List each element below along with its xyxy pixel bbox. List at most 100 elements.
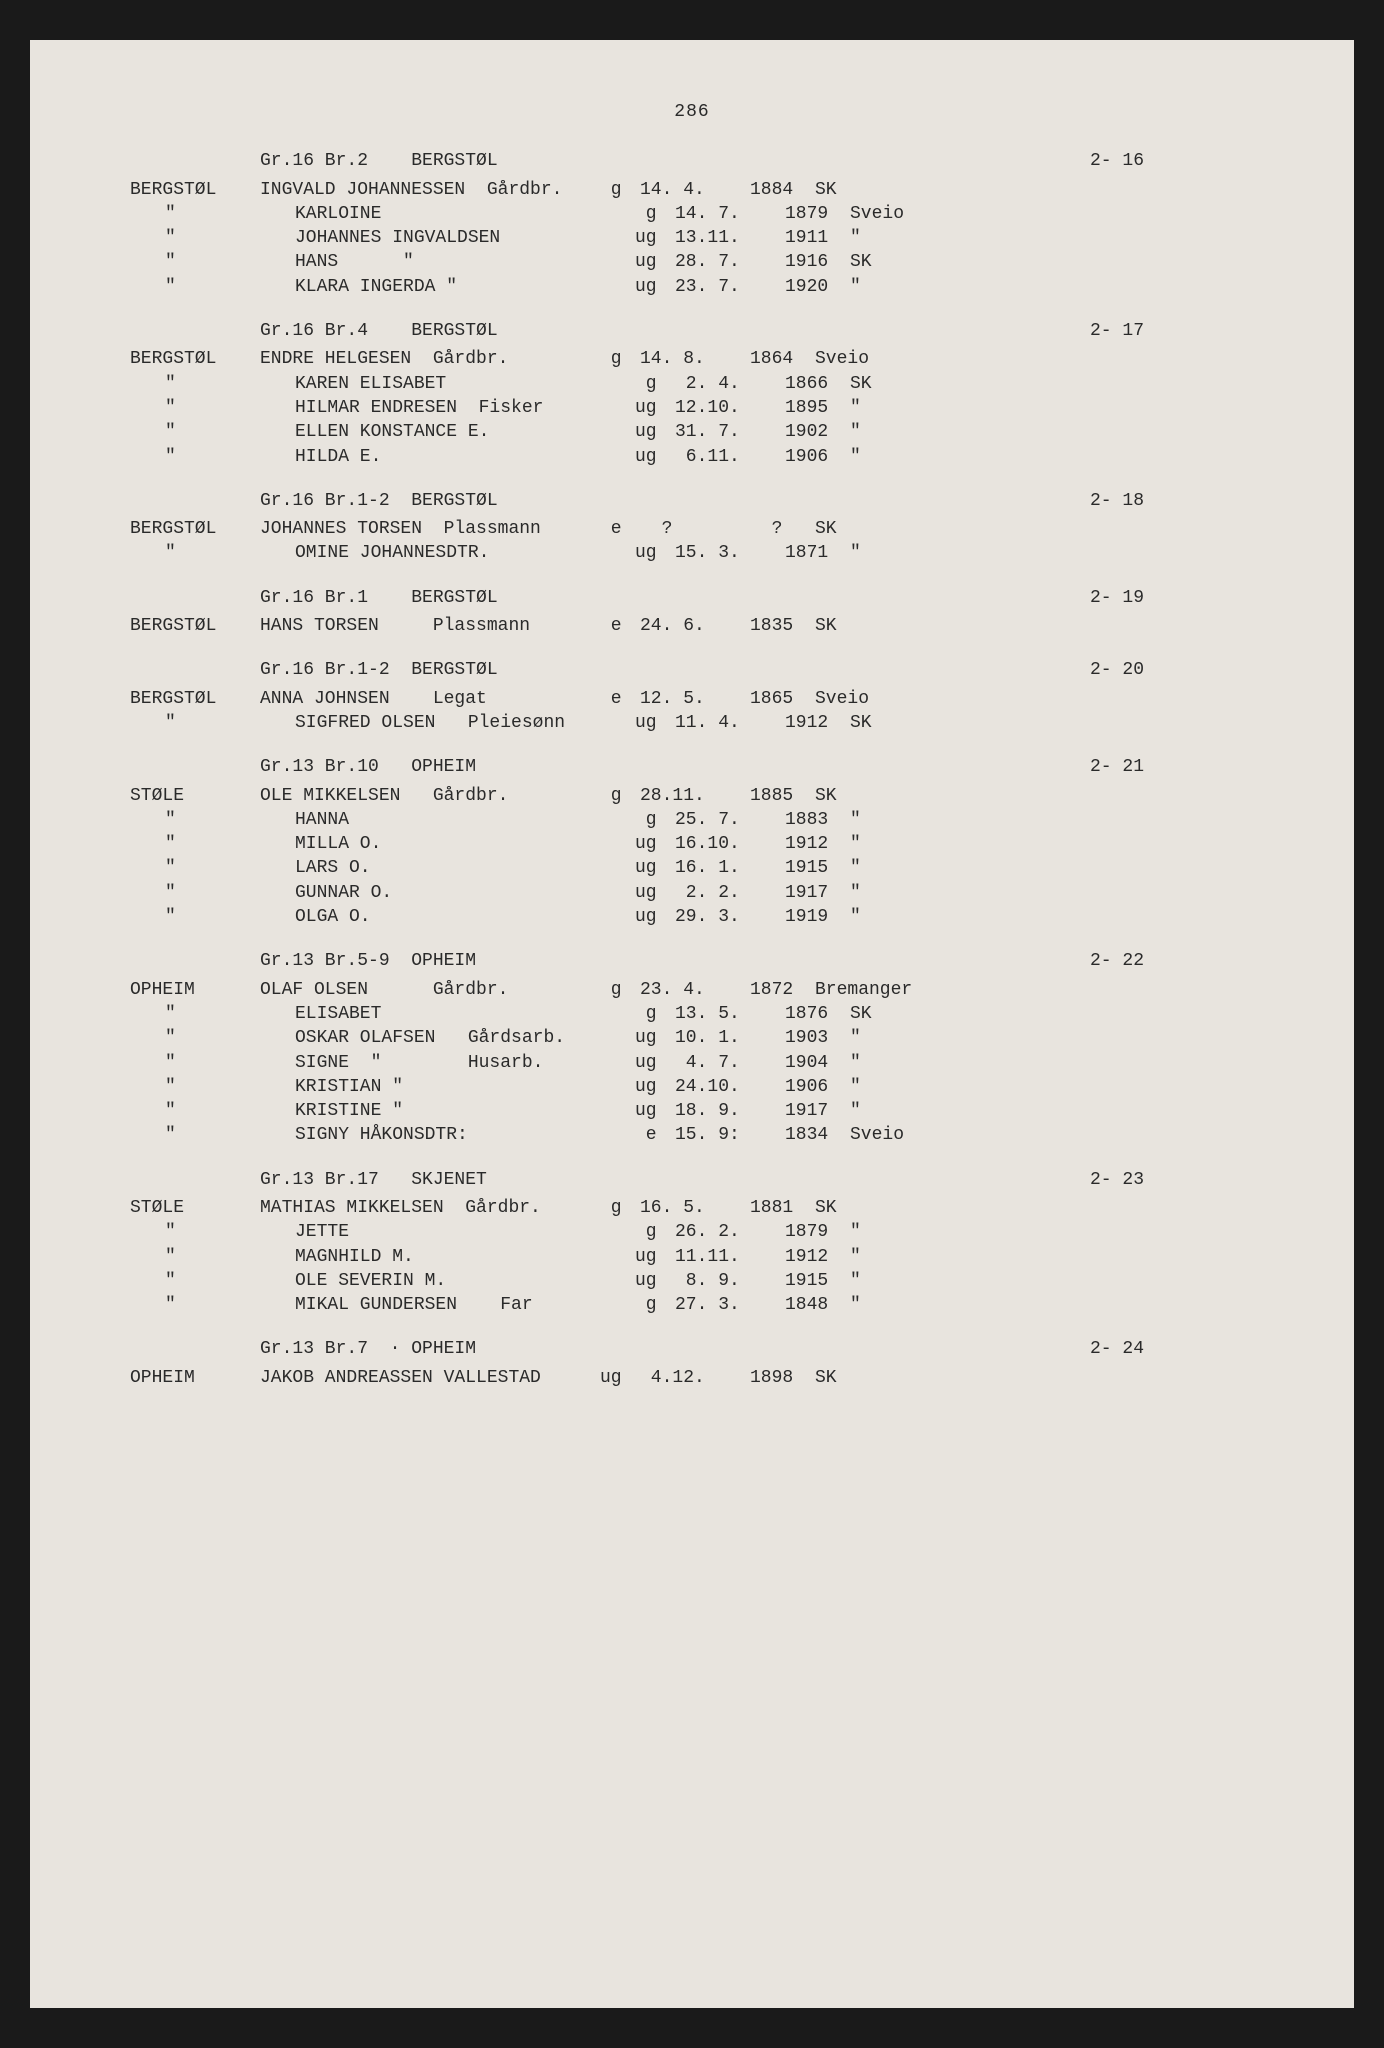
section-header: Gr.16 Br.2 BERGSTØL2- 16 bbox=[80, 149, 1304, 173]
surname-cell: STØLE bbox=[80, 784, 260, 808]
year-cell: 1917 bbox=[785, 1099, 850, 1123]
surname-cell: " bbox=[80, 905, 295, 929]
status-cell: g bbox=[600, 1196, 640, 1220]
record-group: Gr.13 Br.7 · OPHEIM2- 24OPHEIMJAKOB ANDR… bbox=[80, 1337, 1304, 1390]
status-cell: g bbox=[635, 1293, 675, 1317]
name-cell: OLE MIKKELSEN Gårdbr. bbox=[260, 784, 600, 808]
year-cell: 1915 bbox=[785, 1269, 850, 1293]
date-cell: 14. 4. bbox=[640, 178, 750, 202]
status-cell: ug bbox=[635, 711, 675, 735]
record-row: STØLEOLE MIKKELSEN Gårdbr. g28.11.1885SK bbox=[80, 784, 1304, 808]
status-cell: ug bbox=[635, 1099, 675, 1123]
section-header-text: Gr.13 Br.17 SKJENET bbox=[260, 1170, 487, 1190]
name-cell: HILMAR ENDRESEN Fisker bbox=[295, 396, 635, 420]
date-cell: 4.12. bbox=[640, 1366, 750, 1390]
place-cell: " bbox=[850, 905, 861, 929]
place-cell: SK bbox=[815, 784, 837, 808]
date-cell: 25. 7. bbox=[675, 808, 785, 832]
section-header: Gr.16 Br.1-2 BERGSTØL2- 18 bbox=[80, 489, 1304, 513]
name-cell: MIKAL GUNDERSEN Far bbox=[295, 1293, 635, 1317]
date-cell: 13. 5. bbox=[675, 1002, 785, 1026]
place-cell: " bbox=[850, 1099, 861, 1123]
year-cell: 1835 bbox=[750, 614, 815, 638]
name-cell: MILLA O. bbox=[295, 832, 635, 856]
place-cell: SK bbox=[815, 1366, 837, 1390]
surname-cell: " bbox=[80, 832, 295, 856]
year-cell: 1865 bbox=[750, 687, 815, 711]
date-cell: 11. 4. bbox=[675, 711, 785, 735]
surname-cell: " bbox=[80, 372, 295, 396]
section-reference: 2- 17 bbox=[1090, 319, 1144, 343]
record-group: Gr.16 Br.4 BERGSTØL2- 17BERGSTØLENDRE HE… bbox=[80, 319, 1304, 469]
record-row: "GUNNAR O.ug 2. 2.1917" bbox=[80, 881, 1304, 905]
record-row: BERGSTØLANNA JOHNSEN Legat e12. 5.1865Sv… bbox=[80, 687, 1304, 711]
name-cell: HANS TORSEN Plassmann bbox=[260, 614, 600, 638]
year-cell: 1879 bbox=[785, 202, 850, 226]
status-cell: g bbox=[635, 1002, 675, 1026]
name-cell: KRISTIAN " bbox=[295, 1075, 635, 1099]
surname-cell: " bbox=[80, 711, 295, 735]
place-cell: Bremanger bbox=[815, 978, 912, 1002]
surname-cell: " bbox=[80, 856, 295, 880]
record-group: Gr.13 Br.17 SKJENET2- 23STØLEMATHIAS MIK… bbox=[80, 1168, 1304, 1318]
date-cell: 16. 5. bbox=[640, 1196, 750, 1220]
place-cell: SK bbox=[815, 517, 837, 541]
surname-cell: STØLE bbox=[80, 1196, 260, 1220]
date-cell: 15. 3. bbox=[675, 541, 785, 565]
record-row: BERGSTØLJOHANNES TORSEN Plassmann e ? ?S… bbox=[80, 517, 1304, 541]
section-header: Gr.16 Br.1 BERGSTØL2- 19 bbox=[80, 586, 1304, 610]
record-row: "ELLEN KONSTANCE E.ug31. 7.1902" bbox=[80, 420, 1304, 444]
date-cell: 14. 8. bbox=[640, 347, 750, 371]
year-cell: 1884 bbox=[750, 178, 815, 202]
name-cell: HANNA bbox=[295, 808, 635, 832]
year-cell: 1871 bbox=[785, 541, 850, 565]
record-row: "SIGNY HÅKONSDTR: e15. 9:1834Sveio bbox=[80, 1123, 1304, 1147]
date-cell: 26. 2. bbox=[675, 1220, 785, 1244]
place-cell: SK bbox=[815, 614, 837, 638]
status-cell: ug bbox=[635, 1026, 675, 1050]
status-cell: g bbox=[600, 784, 640, 808]
place-cell: SK bbox=[850, 372, 872, 396]
date-cell: 27. 3. bbox=[675, 1293, 785, 1317]
record-row: "ELISABET g13. 5.1876SK bbox=[80, 1002, 1304, 1026]
record-row: STØLEMATHIAS MIKKELSEN Gårdbr. g16. 5.18… bbox=[80, 1196, 1304, 1220]
place-cell: " bbox=[850, 1245, 861, 1269]
name-cell: HILDA E. bbox=[295, 445, 635, 469]
section-header: Gr.13 Br.7 · OPHEIM2- 24 bbox=[80, 1337, 1304, 1361]
name-cell: SIGFRED OLSEN Pleiesønn bbox=[295, 711, 635, 735]
date-cell: 2. 4. bbox=[675, 372, 785, 396]
surname-cell: " bbox=[80, 1220, 295, 1244]
date-cell: 13.11. bbox=[675, 226, 785, 250]
status-cell: e bbox=[600, 517, 640, 541]
year-cell: 1876 bbox=[785, 1002, 850, 1026]
section-header-text: Gr.16 Br.4 BERGSTØL bbox=[260, 321, 498, 341]
status-cell: g bbox=[600, 978, 640, 1002]
record-group: Gr.16 Br.1-2 BERGSTØL2- 20BERGSTØLANNA J… bbox=[80, 658, 1304, 735]
year-cell: 1906 bbox=[785, 445, 850, 469]
place-cell: SK bbox=[850, 1002, 872, 1026]
status-cell: ug bbox=[635, 1269, 675, 1293]
section-reference: 2- 20 bbox=[1090, 658, 1144, 682]
status-cell: ug bbox=[635, 1075, 675, 1099]
name-cell: MATHIAS MIKKELSEN Gårdbr. bbox=[260, 1196, 600, 1220]
section-header: Gr.16 Br.4 BERGSTØL 2- 17 bbox=[80, 319, 1304, 343]
date-cell: 24. 6. bbox=[640, 614, 750, 638]
year-cell: 1895 bbox=[785, 396, 850, 420]
status-cell: ug bbox=[635, 856, 675, 880]
name-cell: INGVALD JOHANNESSEN Gårdbr. bbox=[260, 178, 600, 202]
record-group: Gr.16 Br.2 BERGSTØL2- 16 BERGSTØLINGVALD … bbox=[80, 149, 1304, 299]
section-header-text: Gr.16 Br.2 BERGSTØL bbox=[260, 151, 498, 171]
year-cell: 1920 bbox=[785, 275, 850, 299]
record-row: BERGSTØLINGVALD JOHANNESSEN Gårdbr. g14.… bbox=[80, 178, 1304, 202]
status-cell: ug bbox=[635, 541, 675, 565]
surname-cell: OPHEIM bbox=[80, 978, 260, 1002]
record-row: "JETTE g26. 2.1879" bbox=[80, 1220, 1304, 1244]
status-cell: e bbox=[600, 687, 640, 711]
surname-cell: BERGSTØL bbox=[80, 517, 260, 541]
record-row: "HILMAR ENDRESEN Fiskerug12.10.1895" bbox=[80, 396, 1304, 420]
surname-cell: BERGSTØL bbox=[80, 687, 260, 711]
date-cell: 14. 7. bbox=[675, 202, 785, 226]
section-header-text: Gr.13 Br.7 · OPHEIM bbox=[260, 1339, 476, 1359]
place-cell: " bbox=[850, 856, 861, 880]
record-row: "KAREN ELISABET g 2. 4.1866SK bbox=[80, 372, 1304, 396]
